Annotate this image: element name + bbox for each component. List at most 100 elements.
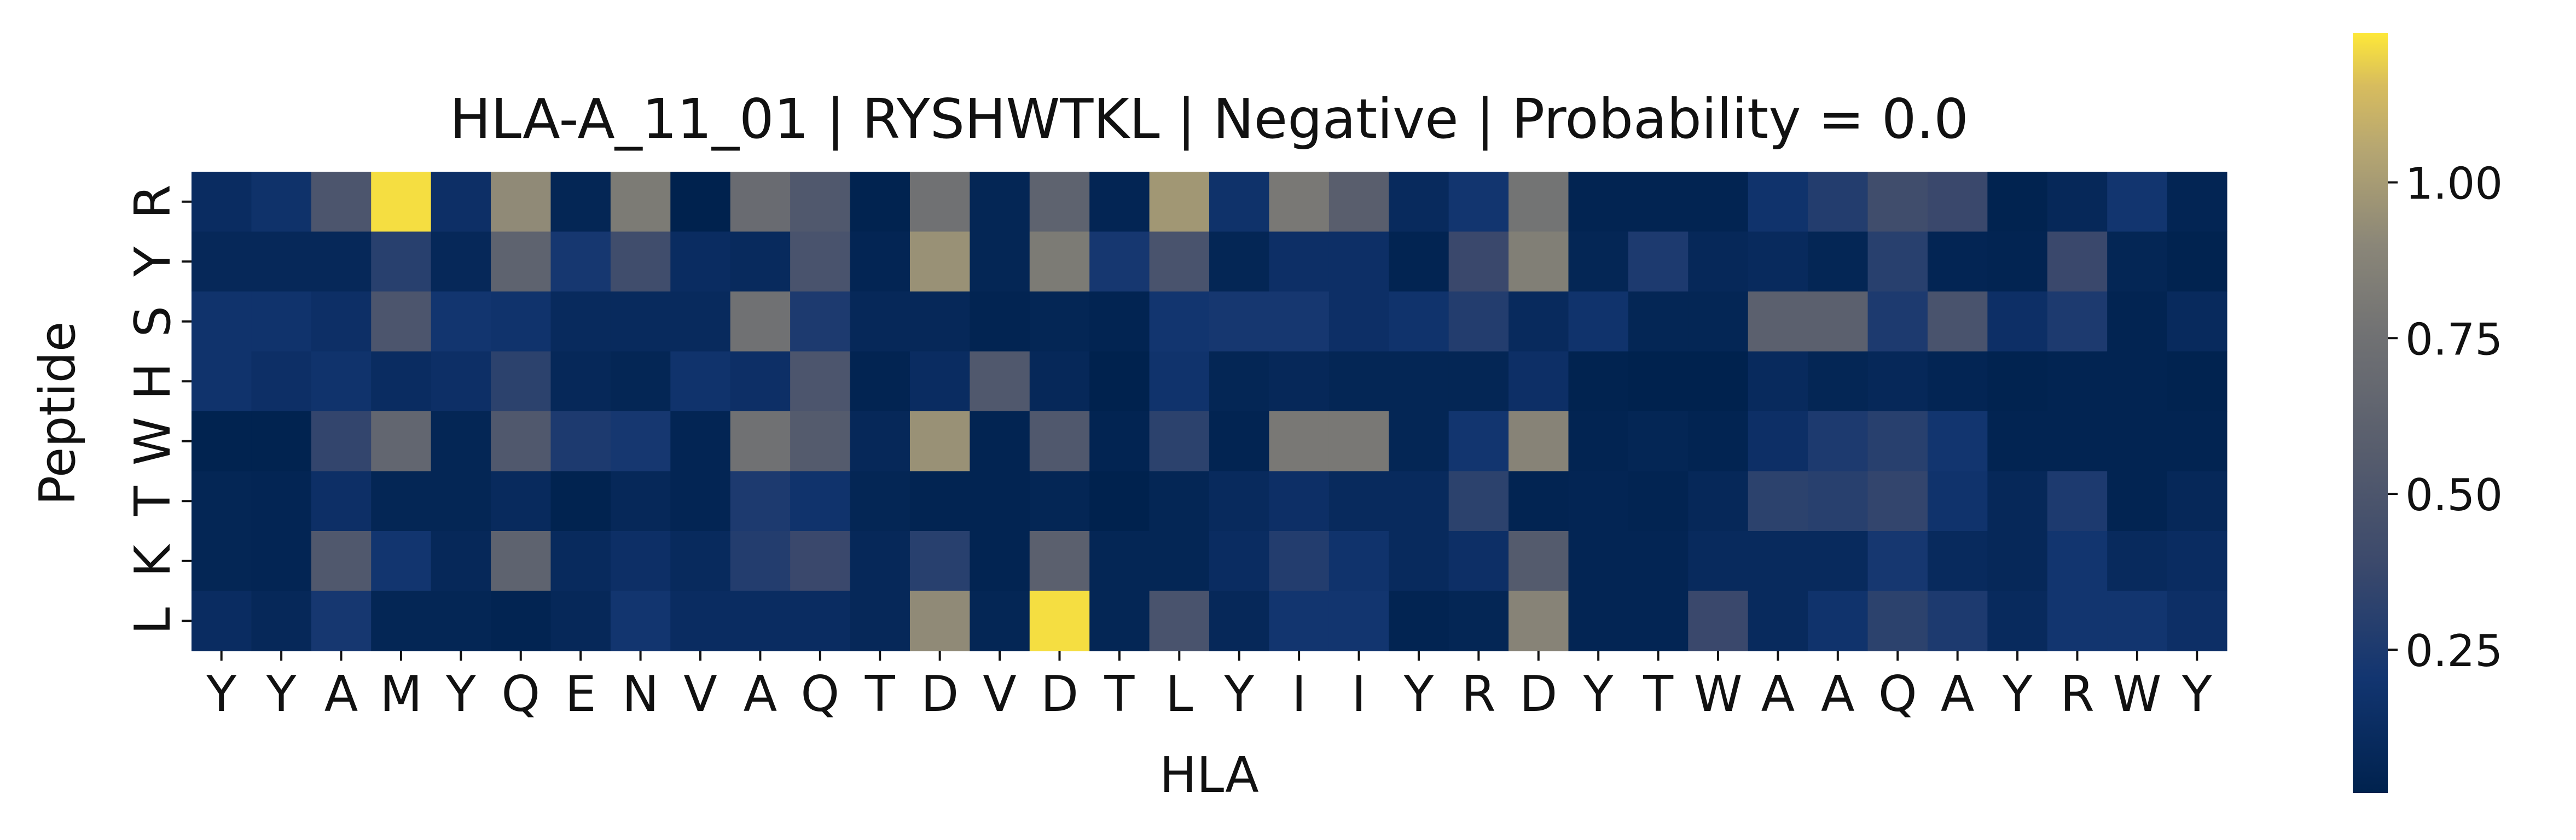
heatmap-cell [2167, 471, 2227, 532]
heatmap-cell [1688, 291, 1749, 352]
heatmap-cell [1688, 591, 1749, 651]
heatmap-cell [1568, 531, 1629, 592]
y-tick-label: H [124, 363, 182, 400]
heatmap-cell [1089, 471, 1150, 532]
y-axis-label: Peptide [29, 322, 86, 505]
heatmap-cell [1808, 172, 1869, 232]
heatmap-cell [1748, 471, 1808, 532]
heatmap-cell [2167, 291, 2227, 352]
heatmap-cell [1927, 291, 1988, 352]
heatmap-cell [610, 531, 671, 592]
heatmap-cell [2047, 411, 2108, 472]
heatmap-cell [1628, 172, 1689, 232]
heatmap-cell [1688, 531, 1749, 592]
heatmap-cell [251, 411, 312, 472]
heatmap-cell [1269, 291, 1330, 352]
heatmap-cell [730, 172, 791, 232]
heatmap-cell [670, 351, 731, 412]
heatmap-cell [1149, 172, 1210, 232]
heatmap-cell [311, 471, 372, 532]
heatmap-cell [431, 591, 491, 651]
colorbar-tick-label: 0.50 [2405, 470, 2503, 521]
heatmap-cell [1568, 471, 1629, 532]
heatmap-cell [970, 591, 1030, 651]
x-tick-label: Y [206, 666, 237, 723]
heatmap-cell [2047, 351, 2108, 412]
heatmap-cell [730, 471, 791, 532]
heatmap-cell [1509, 231, 1569, 292]
heatmap-cell [670, 591, 731, 651]
heatmap-cell [1509, 172, 1569, 232]
heatmap-cell [1867, 291, 1928, 352]
heatmap-cell [610, 471, 671, 532]
heatmap-cell [1029, 291, 1090, 352]
y-tick-label: S [124, 306, 182, 337]
heatmap-cell [610, 172, 671, 232]
heatmap-cell [2047, 531, 2108, 592]
heatmap-cell [491, 411, 552, 472]
heatmap-cell [491, 591, 552, 651]
heatmap-cell [1987, 471, 2048, 532]
heatmap-cell [371, 531, 432, 592]
heatmap-cell [610, 591, 671, 651]
heatmap-cell [1089, 291, 1150, 352]
heatmap-cell [909, 471, 970, 532]
heatmap-cell [1509, 531, 1569, 592]
heatmap-cell [1269, 591, 1330, 651]
heatmap-cell [730, 591, 791, 651]
heatmap-cell [1269, 531, 1330, 592]
heatmap-cell [1089, 351, 1150, 412]
heatmap-cell [1867, 351, 1928, 412]
x-tick-label: V [983, 666, 1017, 723]
heatmap-cell [2107, 172, 2168, 232]
heatmap-cell [1328, 471, 1389, 532]
heatmap-cell [1509, 471, 1569, 532]
heatmap-cell [1927, 351, 1988, 412]
heatmap-cell [2107, 231, 2168, 292]
heatmap-cell [1209, 291, 1270, 352]
heatmap-cell [1269, 471, 1330, 532]
heatmap-cell [1328, 591, 1389, 651]
heatmap-cell [1748, 591, 1808, 651]
heatmap-cell [2047, 231, 2108, 292]
heatmap-cell [1867, 411, 1928, 472]
heatmap-cell [909, 291, 970, 352]
heatmap-cell [1448, 291, 1509, 352]
heatmap-cell [1029, 531, 1090, 592]
heatmap-cell [2107, 591, 2168, 651]
heatmap-cell [1209, 471, 1270, 532]
heatmap-cell [1029, 172, 1090, 232]
heatmap-cell [1149, 531, 1210, 592]
heatmap-cell [1149, 591, 1210, 651]
heatmap-cell [1808, 591, 1869, 651]
heatmap-cell [192, 172, 252, 232]
heatmap-cell [1808, 351, 1869, 412]
heatmap-cell [192, 291, 252, 352]
x-tick-label: Q [800, 666, 839, 723]
heatmap-cell [1688, 351, 1749, 412]
colorbar-tick-label: 0.75 [2405, 314, 2503, 365]
heatmap-cell [790, 291, 851, 352]
heatmap-cell [550, 591, 611, 651]
x-tick-label: Y [1583, 666, 1614, 723]
heatmap-cell [251, 591, 312, 651]
heatmap-cell [1927, 231, 1988, 292]
heatmap-cell [371, 411, 432, 472]
heatmap-cell [1328, 172, 1389, 232]
heatmap-cell [2167, 531, 2227, 592]
heatmap-cell [850, 471, 910, 532]
heatmap-cell [1149, 291, 1210, 352]
heatmap-cell [1628, 231, 1689, 292]
heatmap-cell [1269, 351, 1330, 412]
heatmap-cell [790, 351, 851, 412]
y-tick-label: T [124, 486, 182, 517]
heatmap-cell [1509, 291, 1569, 352]
heatmap-cell [1987, 291, 2048, 352]
heatmap-cell [1808, 411, 1869, 472]
heatmap-cell [251, 291, 312, 352]
heatmap-cell [1628, 411, 1689, 472]
x-tick-label: T [1643, 666, 1674, 723]
heatmap-cell [1448, 591, 1509, 651]
heatmap-cell [1927, 172, 1988, 232]
